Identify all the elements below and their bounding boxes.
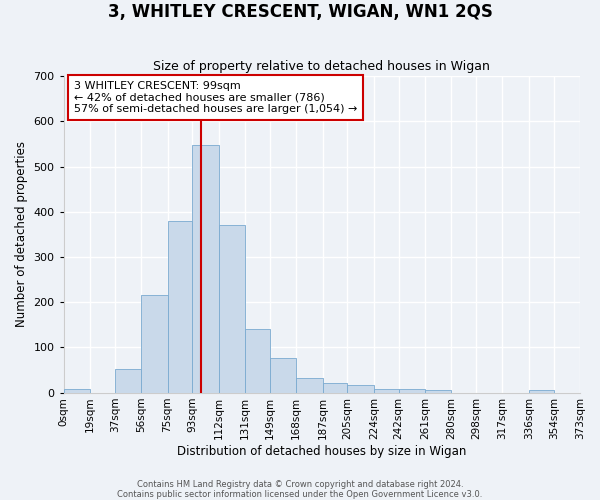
Bar bbox=[347, 386, 374, 392]
Bar bbox=[245, 330, 270, 392]
Bar bbox=[115, 368, 141, 392]
Bar bbox=[64, 390, 90, 392]
Title: Size of property relative to detached houses in Wigan: Size of property relative to detached ho… bbox=[154, 60, 490, 74]
X-axis label: Distribution of detached houses by size in Wigan: Distribution of detached houses by size … bbox=[177, 444, 467, 458]
Text: 3, WHITLEY CRESCENT, WIGAN, WN1 2QS: 3, WHITLEY CRESCENT, WIGAN, WN1 2QS bbox=[107, 2, 493, 21]
Bar bbox=[193, 146, 219, 392]
Bar bbox=[219, 226, 245, 392]
Bar bbox=[529, 390, 554, 392]
Text: 3 WHITLEY CRESCENT: 99sqm
← 42% of detached houses are smaller (786)
57% of semi: 3 WHITLEY CRESCENT: 99sqm ← 42% of detac… bbox=[74, 81, 358, 114]
Bar bbox=[425, 390, 451, 392]
Text: Contains public sector information licensed under the Open Government Licence v3: Contains public sector information licen… bbox=[118, 490, 482, 499]
Bar bbox=[296, 378, 323, 392]
Bar bbox=[167, 221, 193, 392]
Bar bbox=[323, 383, 347, 392]
Bar bbox=[374, 389, 398, 392]
Bar bbox=[141, 296, 167, 392]
Bar bbox=[270, 358, 296, 392]
Text: Contains HM Land Registry data © Crown copyright and database right 2024.: Contains HM Land Registry data © Crown c… bbox=[137, 480, 463, 489]
Y-axis label: Number of detached properties: Number of detached properties bbox=[15, 142, 28, 328]
Bar bbox=[398, 390, 425, 392]
